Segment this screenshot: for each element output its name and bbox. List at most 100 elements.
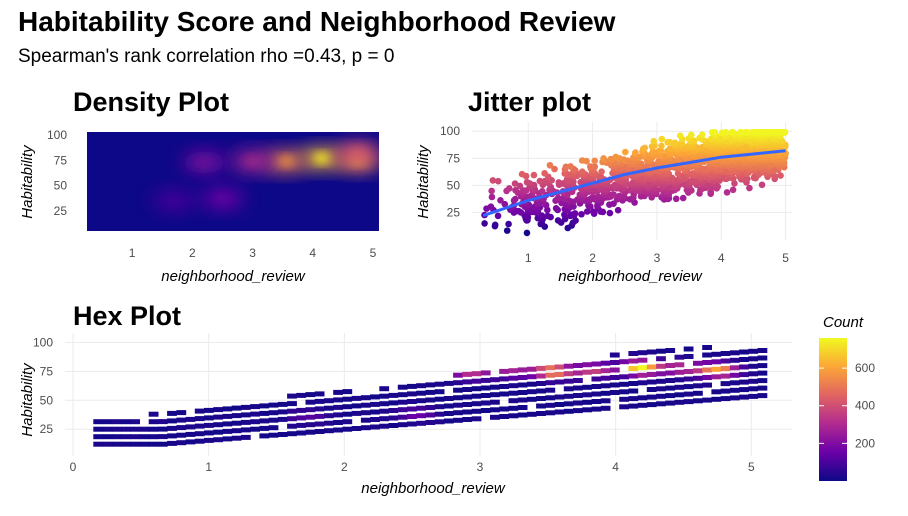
hex-cell xyxy=(277,409,288,415)
hex-cell xyxy=(563,408,574,414)
hex-cell xyxy=(665,348,676,353)
hex-cell xyxy=(204,437,214,443)
hex-cell xyxy=(259,410,270,416)
jitter-point xyxy=(494,212,502,220)
hex-cell xyxy=(139,426,150,432)
hex-cell xyxy=(757,393,768,399)
hex-cell xyxy=(360,395,371,401)
hex-cell xyxy=(443,380,454,386)
hex-cell xyxy=(609,367,620,373)
hex-cell xyxy=(637,365,648,371)
hex-cell xyxy=(693,375,703,381)
hex-cell xyxy=(167,418,177,424)
hex-cell xyxy=(490,399,500,405)
jitter-point xyxy=(494,177,502,185)
hex-cell xyxy=(314,391,325,397)
hex-cell xyxy=(250,419,260,425)
jitter-point xyxy=(722,129,730,136)
density-hotspot-core xyxy=(277,156,294,167)
hex-cell xyxy=(490,414,500,420)
hex-cell xyxy=(397,399,408,405)
jitter-point xyxy=(518,170,526,178)
hex-cell xyxy=(480,370,491,376)
count-legend: Count 200 400 600 xyxy=(819,314,875,481)
x-tick-label: 1 xyxy=(205,460,212,474)
hex-cell xyxy=(536,365,546,371)
y-tick-label: 50 xyxy=(40,393,54,407)
hex-cell xyxy=(416,390,426,396)
hex-cell xyxy=(213,437,224,443)
hex-cell xyxy=(425,397,436,403)
hex-cell xyxy=(591,384,602,389)
hex-cell xyxy=(231,413,242,419)
jitter-point xyxy=(590,208,597,215)
hex-cell xyxy=(453,417,463,423)
jitter-point xyxy=(763,129,771,136)
jitter-point xyxy=(578,157,586,164)
hex-cell xyxy=(609,352,620,358)
hex-cell xyxy=(194,438,205,444)
legend-tick-label: 600 xyxy=(855,361,875,375)
hex-cell xyxy=(407,406,417,412)
hex-cell xyxy=(628,358,639,364)
hex-cell xyxy=(656,386,666,392)
hex-cell xyxy=(545,372,556,378)
jitter-point xyxy=(676,132,684,140)
hex-cell xyxy=(185,431,196,437)
hex-cell xyxy=(665,363,676,368)
hex-cell xyxy=(351,426,362,431)
hex-cell xyxy=(314,421,325,427)
hex-cell xyxy=(305,414,316,420)
jitter-point xyxy=(567,163,574,170)
y-tick-label: 75 xyxy=(40,364,54,378)
hex-cell xyxy=(194,408,205,414)
hex-cell xyxy=(499,376,509,382)
hex-cell xyxy=(490,377,500,383)
jitter-title: Jitter plot xyxy=(468,87,591,117)
hex-cell xyxy=(453,402,463,408)
x-tick-label: 2 xyxy=(589,251,596,265)
hex-cell xyxy=(757,378,768,384)
density-hotspot-core xyxy=(244,156,261,167)
hex-cell xyxy=(416,420,426,426)
hex-cell xyxy=(702,382,712,388)
hex-cell xyxy=(508,375,519,381)
hex-cell xyxy=(296,422,307,428)
hex-cell xyxy=(121,441,131,447)
hex-cell xyxy=(397,392,408,398)
hex-cell xyxy=(729,365,740,371)
hex-cell xyxy=(609,382,620,388)
hex-cell xyxy=(296,392,307,398)
jitter-point xyxy=(679,194,687,202)
hex-cell xyxy=(674,377,685,383)
hex-cell xyxy=(573,408,583,414)
hex-cell xyxy=(536,388,546,394)
hex-cell xyxy=(130,434,140,440)
hex-cell xyxy=(176,410,187,416)
hex-cell xyxy=(702,345,712,350)
jitter-point xyxy=(674,170,682,177)
hex-cell xyxy=(462,409,473,415)
hex-cell xyxy=(739,349,749,355)
hex-cell xyxy=(517,405,528,410)
x-tick-label: 1 xyxy=(129,246,136,260)
hex-cell xyxy=(277,416,288,422)
hex-cell xyxy=(342,419,353,425)
hex-cell xyxy=(240,404,251,410)
jitter-point xyxy=(488,187,495,195)
hex-cell xyxy=(471,416,482,422)
smooth-trend-line xyxy=(482,149,786,218)
hex-cell xyxy=(176,440,187,446)
hex-cell xyxy=(360,417,371,423)
hex-cell xyxy=(176,417,187,423)
jitter-point xyxy=(523,229,531,237)
hex-cell xyxy=(674,362,685,368)
jitter-point xyxy=(551,165,558,173)
jitter-point xyxy=(552,205,560,212)
hex-cell xyxy=(674,369,685,375)
jitter-point xyxy=(612,153,620,161)
hex-cell xyxy=(102,441,113,447)
hex-cell xyxy=(757,348,768,353)
hex-cell xyxy=(333,420,343,425)
jitter-point xyxy=(657,147,665,155)
